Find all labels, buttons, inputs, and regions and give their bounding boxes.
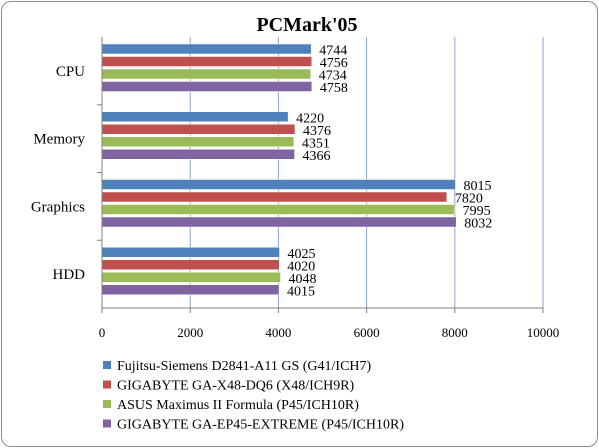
data-label-memory-series-3: 4351 [302, 136, 330, 151]
bar-hdd-series-3 [101, 272, 281, 283]
data-label-graphics-series-1: 8015 [463, 179, 491, 194]
bar-graphics-series-3 [101, 204, 455, 215]
bar-hdd-series-4 [101, 284, 280, 295]
category-label-cpu: CPU [56, 64, 85, 80]
bar-cpu-series-4 [101, 81, 313, 92]
legend-label-series-2: GIGABYTE GA-X48-DQ6 (X48/ICH9R) [117, 379, 355, 394]
tick-label-2000: 2000 [177, 325, 203, 340]
category-label-memory: Memory [33, 132, 85, 148]
bar-cpu-series-2 [101, 56, 312, 67]
data-label-hdd-series-4: 4015 [287, 284, 315, 299]
bar-graphics-series-2 [101, 191, 448, 203]
data-label-hdd-series-1: 4025 [288, 247, 316, 262]
bar-graphics-series-1 [101, 179, 456, 190]
data-label-memory-series-1: 4220 [296, 111, 324, 126]
legend-label-series-1: Fujitsu-Siemens D2841-A11 GS (G41/ICH7) [117, 359, 372, 374]
data-label-graphics-series-2: 7820 [455, 192, 483, 207]
legend-swatch-series-4 [103, 419, 111, 428]
tick-label-8000: 8000 [442, 325, 468, 340]
bar-memory-series-4 [101, 149, 295, 160]
legend-label-series-4: GIGABYTE GA-EP45-EXTREME (P45/ICH10R) [117, 418, 404, 433]
data-label-graphics-series-3: 7995 [463, 204, 491, 219]
chart-title: PCMark'05 [256, 14, 357, 36]
tick-label-6000: 6000 [354, 325, 380, 340]
legend-swatch-series-1 [103, 361, 111, 369]
tick-label-4000: 4000 [265, 325, 291, 340]
data-label-memory-series-2: 4376 [303, 124, 331, 139]
category-labels: CPU Memory Graphics HDD [31, 64, 86, 283]
data-label-graphics-series-4: 8032 [464, 217, 492, 232]
legend-swatch-series-3 [103, 400, 111, 408]
tick-label-10000: 10000 [527, 325, 560, 340]
data-label-cpu-series-4: 4758 [320, 81, 348, 96]
category-label-hdd: HDD [53, 267, 86, 283]
category-label-graphics: Graphics [31, 199, 85, 215]
bar-hdd-series-2 [101, 259, 280, 270]
legend: Fujitsu-Siemens D2841-A11 GS (G41/ICH7) G… [103, 359, 404, 433]
bar-memory-series-2 [101, 124, 296, 135]
legend-swatch-series-2 [103, 380, 111, 389]
data-label-memory-series-4: 4366 [303, 149, 331, 164]
legend-label-series-3: ASUS Maximus II Formula (P45/ICH10R) [117, 398, 359, 413]
bar-graphics-series-4 [101, 216, 457, 228]
data-label-hdd-series-3: 4048 [289, 272, 317, 287]
data-label-cpu-series-3: 4734 [319, 69, 347, 84]
bars-group [101, 43, 457, 295]
tick-labels: 0 2000 4000 6000 8000 10000 [99, 325, 560, 340]
axes [97, 37, 544, 313]
bar-hdd-series-1 [101, 247, 280, 258]
data-label-hdd-series-2: 4020 [287, 259, 315, 274]
bar-cpu-series-3 [101, 68, 312, 80]
bar-cpu-series-1 [101, 43, 312, 55]
data-label-cpu-series-2: 4756 [320, 56, 348, 71]
bar-memory-series-3 [101, 136, 295, 147]
tick-label-0: 0 [99, 325, 106, 340]
bar-memory-series-1 [101, 111, 289, 122]
data-label-cpu-series-1: 4744 [319, 44, 347, 59]
